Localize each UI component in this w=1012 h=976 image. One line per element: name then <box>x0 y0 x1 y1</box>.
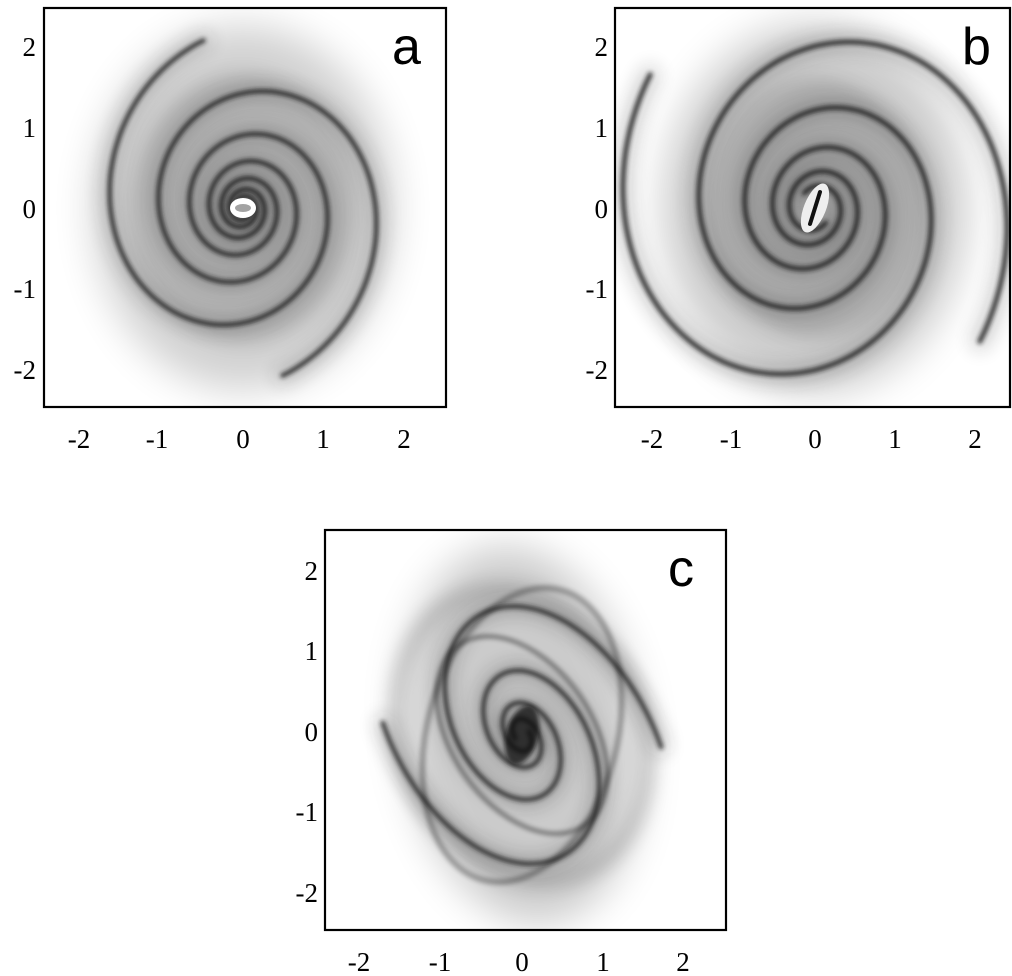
panel-c-y-tick-label: -2 <box>296 878 319 908</box>
panel-a-x-axis: -2 -1 0 1 2 <box>68 424 411 454</box>
panel-c-x-tick-label: 0 <box>515 947 529 976</box>
panel-a-y-tick-label: -1 <box>14 274 37 304</box>
panel-c-core <box>504 705 540 765</box>
panel-b: b -2 -1 0 1 2 2 1 0 -1 -2 <box>586 6 1012 454</box>
panel-c-x-tick-label: 1 <box>596 947 610 976</box>
panel-a-y-tick-label: 0 <box>23 194 37 224</box>
panel-b-letter: b <box>962 18 991 76</box>
panel-c-y-tick-label: 0 <box>305 717 319 747</box>
panel-a-frame <box>42 6 448 409</box>
panel-b-y-tick-label: 2 <box>595 32 609 62</box>
panel-c-x-axis: -2 -1 0 1 2 <box>348 947 690 976</box>
panel-b-x-tick-label: -2 <box>641 424 664 454</box>
panel-b-image <box>615 24 1010 392</box>
panel-b-x-tick-label: 0 <box>808 424 822 454</box>
panel-c-y-tick-label: -1 <box>296 797 319 827</box>
panel-b-x-tick-label: 1 <box>888 424 902 454</box>
panel-b-x-tick-label: -1 <box>720 424 743 454</box>
spiral-arm <box>696 39 1010 344</box>
panel-a-y-axis: 2 1 0 -1 -2 <box>14 32 37 385</box>
panel-b-spiral-arms <box>615 33 1010 383</box>
panel-b-y-tick-label: 1 <box>595 113 609 143</box>
panel-a-y-tick-label: 2 <box>23 32 37 62</box>
panel-c-x-tick-label: -2 <box>348 947 371 976</box>
panel-a-x-tick-label: 0 <box>236 424 250 454</box>
panel-c-y-tick-label: 1 <box>305 636 319 666</box>
panel-b-y-axis: 2 1 0 -1 -2 <box>586 32 609 385</box>
panel-b-x-axis: -2 -1 0 1 2 <box>641 424 982 454</box>
panel-a-x-tick-label: 2 <box>397 424 411 454</box>
panel-a-y-tick-label: 1 <box>23 113 37 143</box>
panel-c-image <box>375 546 669 924</box>
panel-a: a -2 -1 0 1 2 2 1 0 -1 -2 <box>14 6 448 454</box>
panel-a-x-tick-label: 1 <box>316 424 330 454</box>
panel-b-y-tick-label: -2 <box>586 355 609 385</box>
panel-c-y-tick-label: 2 <box>305 556 319 586</box>
panel-a-x-tick-label: -1 <box>146 424 169 454</box>
panel-a-image <box>93 26 393 390</box>
panel-c-frame <box>323 528 728 932</box>
spiral-arm <box>620 72 934 377</box>
panel-c-letter: c <box>668 540 694 598</box>
panel-b-y-tick-label: 0 <box>595 194 609 224</box>
panel-a-y-tick-label: -2 <box>14 355 37 385</box>
panel-c-x-tick-label: -1 <box>429 947 452 976</box>
panel-a-letter: a <box>392 18 421 76</box>
panel-b-x-tick-label: 2 <box>968 424 982 454</box>
panel-a-x-tick-label: -2 <box>68 424 91 454</box>
spiral-arm <box>107 38 330 328</box>
panel-b-frame <box>613 6 1012 409</box>
panel-c: c -2 -1 0 1 2 2 1 0 -1 -2 <box>296 528 728 976</box>
panel-c-y-axis: 2 1 0 -1 -2 <box>296 556 319 908</box>
panel-b-y-tick-label: -1 <box>586 274 609 304</box>
panel-c-x-tick-label: 2 <box>676 947 690 976</box>
panel-a-spiral-arms <box>101 32 385 384</box>
